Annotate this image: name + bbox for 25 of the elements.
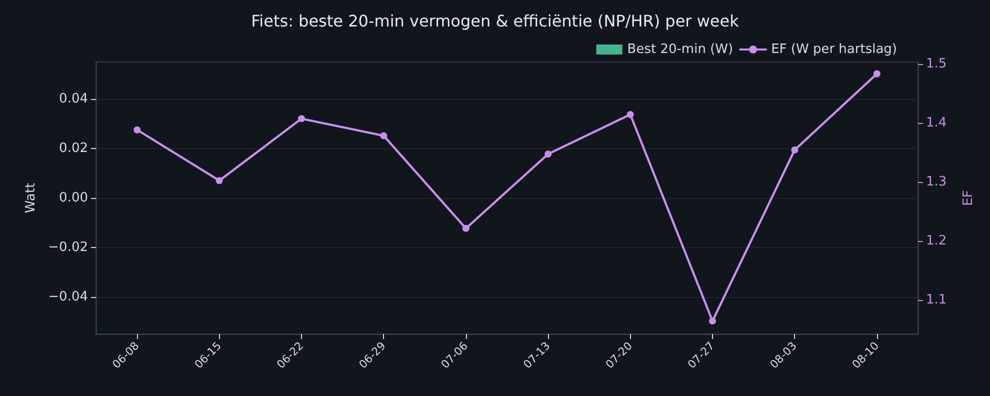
legend-label: EF (W per hartslag) [771, 42, 898, 57]
y2-tick-label: 1.1 [926, 292, 947, 308]
point [462, 224, 470, 232]
point [298, 115, 305, 122]
y-axis-title: Watt [23, 182, 38, 214]
point [709, 318, 716, 325]
y2-tick-label: 1.2 [926, 233, 947, 248]
y-tick-label: 0.04 [59, 92, 88, 107]
point [216, 177, 223, 184]
y2-tick-label: 1.5 [926, 56, 947, 72]
y-tick-label: −0.04 [48, 289, 88, 304]
y2-axis-title: EF [961, 190, 976, 206]
point [380, 132, 388, 140]
point [626, 111, 634, 118]
y2-tick-label: 1.3 [926, 174, 947, 190]
point [873, 70, 880, 78]
point [134, 126, 141, 134]
y-tick-label: 0.02 [59, 141, 88, 156]
y2-tick-label: 1.4 [926, 115, 947, 130]
point [791, 146, 798, 154]
y-tick-label: 0.00 [59, 190, 88, 206]
legend-label: Best 20-min (W) [627, 42, 734, 57]
chart-title: Fiets: beste 20-min vermogen & efficiëntie (NP/HR) per week [251, 12, 740, 30]
y-tick-label: −0.02 [48, 240, 88, 255]
point [544, 150, 552, 158]
